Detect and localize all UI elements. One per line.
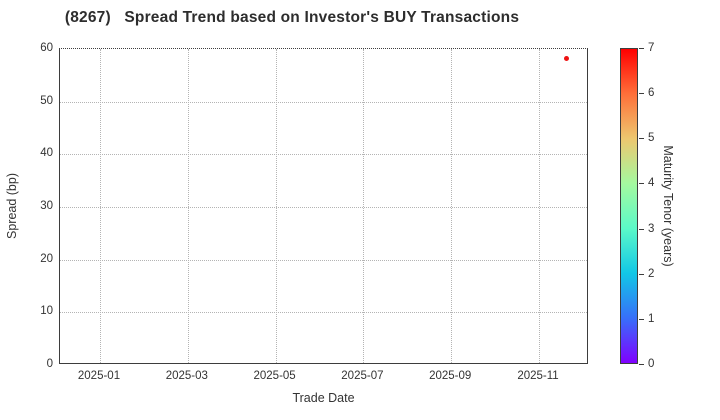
x-tick-2025-05: 2025-05 <box>253 370 296 382</box>
colorbar-tickmark-6 <box>639 93 644 95</box>
colorbar-tick-5: 5 <box>648 132 655 145</box>
colorbar <box>620 48 638 364</box>
colorbar-tickmark-5 <box>639 138 644 140</box>
gridline-h-20 <box>60 259 587 261</box>
colorbar-tick-6: 6 <box>648 87 655 100</box>
x-tick-2025-09: 2025-09 <box>429 370 472 382</box>
colorbar-tick-0: 0 <box>648 358 655 370</box>
x-tick-2025-11: 2025-11 <box>517 370 559 382</box>
gridline-v-2025-07 <box>363 49 365 363</box>
x-axis-label: Trade Date <box>292 391 355 405</box>
gridline-h-30 <box>60 207 587 208</box>
scatter-point <box>563 55 569 61</box>
x-tick-2025-01: 2025-01 <box>77 370 121 382</box>
gridline-v-2025-03 <box>187 49 189 363</box>
y-tick-50: 50 <box>40 94 53 107</box>
colorbar-tickmark-0 <box>639 364 644 365</box>
gridline-h-40 <box>60 154 587 156</box>
colorbar-tick-2: 2 <box>648 267 655 280</box>
colorbar-tick-3: 3 <box>648 222 655 235</box>
colorbar-label: Maturity Tenor (years) <box>661 145 675 267</box>
colorbar-tick-1: 1 <box>648 312 655 325</box>
y-tick-40: 40 <box>40 147 53 160</box>
y-tick-60: 60 <box>40 42 53 54</box>
y-tick-30: 30 <box>40 200 53 212</box>
gridline-v-2025-09 <box>451 49 453 363</box>
gridline-v-2025-01 <box>100 49 101 363</box>
colorbar-tickmark-3 <box>639 228 644 230</box>
gridline-v-2025-11 <box>539 49 540 363</box>
gridline-v-2025-05 <box>275 49 277 363</box>
gridline-h-10 <box>60 312 587 314</box>
gridline-h-50 <box>60 101 587 103</box>
y-tick-20: 20 <box>40 252 53 265</box>
x-tick-2025-03: 2025-03 <box>165 370 208 382</box>
x-tick-2025-07: 2025-07 <box>341 370 384 382</box>
y-tick-10: 10 <box>40 305 53 318</box>
plot-area <box>59 48 588 364</box>
chart-title: (8267) Spread Trend based on Investor's … <box>64 9 520 26</box>
colorbar-tick-4: 4 <box>648 177 655 190</box>
colorbar-tickmark-1 <box>639 318 644 320</box>
colorbar-tickmark-2 <box>639 273 644 275</box>
colorbar-tick-7: 7 <box>648 42 655 54</box>
colorbar-tickmark-7 <box>639 48 644 49</box>
colorbar-tickmark-4 <box>639 183 644 185</box>
y-tick-0: 0 <box>46 358 53 370</box>
